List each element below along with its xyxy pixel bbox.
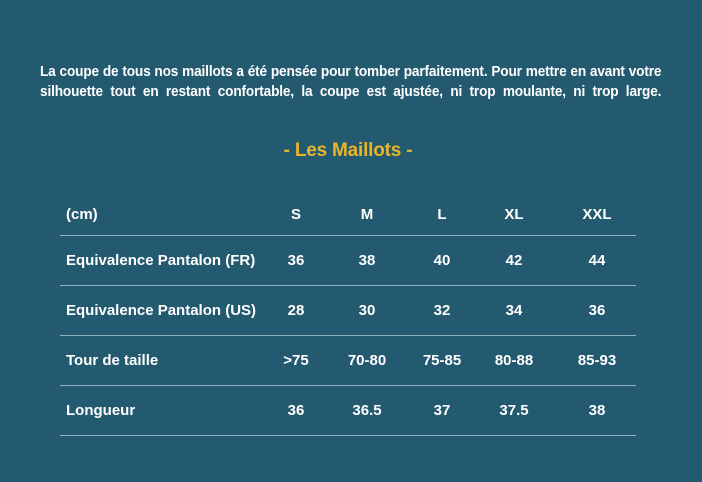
table-cell: 28 xyxy=(272,285,320,336)
table-row: Equivalence Pantalon (FR) 36 38 40 42 44 xyxy=(60,235,636,286)
table-row: Equivalence Pantalon (US) 28 30 32 34 36 xyxy=(60,285,636,336)
table-cell: 42 xyxy=(470,235,558,286)
table-cell: 34 xyxy=(470,285,558,336)
table-row: Tour de taille >75 70-80 75-85 80-88 85-… xyxy=(60,335,636,386)
row-label: Equivalence Pantalon (US) xyxy=(60,285,272,336)
table-cell: 75-85 xyxy=(414,335,470,386)
table-cell: 80-88 xyxy=(470,335,558,386)
header-size-xxl: XXL xyxy=(558,193,636,236)
row-label: Tour de taille xyxy=(60,335,272,386)
header-size-s: S xyxy=(272,193,320,236)
table-cell: 70-80 xyxy=(320,335,414,386)
table-cell: 38 xyxy=(558,385,636,436)
table-row: Longueur 36 36.5 37 37.5 38 xyxy=(60,385,636,436)
table-cell: 44 xyxy=(558,235,636,286)
table-header-row: (cm) S M L XL XXL xyxy=(60,193,636,236)
table-cell: 36 xyxy=(272,385,320,436)
table-cell: 85-93 xyxy=(558,335,636,386)
intro-paragraph: La coupe de tous nos maillots a été pens… xyxy=(40,63,662,100)
header-size-l: L xyxy=(414,193,470,236)
row-label: Equivalence Pantalon (FR) xyxy=(60,235,272,286)
table-cell: 36 xyxy=(272,235,320,286)
table-cell: 37 xyxy=(414,385,470,436)
header-size-m: M xyxy=(320,193,414,236)
row-label: Longueur xyxy=(60,385,272,436)
table-cell: 30 xyxy=(320,285,414,336)
table-cell: >75 xyxy=(272,335,320,386)
table-cell: 40 xyxy=(414,235,470,286)
table-cell: 37.5 xyxy=(470,385,558,436)
header-unit: (cm) xyxy=(60,193,272,236)
header-size-xl: XL xyxy=(470,193,558,236)
table-cell: 36.5 xyxy=(320,385,414,436)
size-chart-table: (cm) S M L XL XXL Equivalence Pantalon (… xyxy=(60,193,636,436)
table-cell: 36 xyxy=(558,285,636,336)
section-title: - Les Maillots - xyxy=(283,140,413,161)
table-cell: 38 xyxy=(320,235,414,286)
table-cell: 32 xyxy=(414,285,470,336)
